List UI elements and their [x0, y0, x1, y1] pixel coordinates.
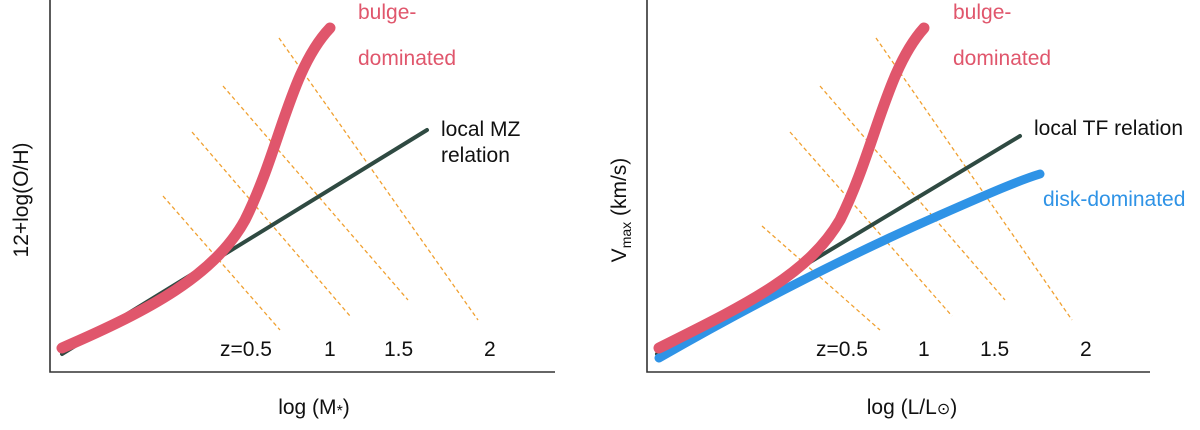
left-z-label-2: 2 [484, 338, 496, 361]
right-panel: bulge- dominated local TF relation disk-… [608, 0, 1185, 419]
left-ztrack-2 [278, 37, 479, 321]
right-disk-label: disk-dominated [1043, 188, 1185, 211]
right-ztrack-1.5 [819, 85, 1006, 301]
left-y-axis-label: 12+log(O/H) [10, 143, 33, 258]
right-bulge-label-2: dominated [953, 47, 1051, 70]
right-disk-curve [654, 169, 1045, 363]
left-panel: bulge- dominated local MZ relation z=0.5… [10, 0, 555, 420]
right-axes [646, 0, 1150, 373]
right-z-label-1: 1 [918, 338, 930, 361]
left-bulge-curve [56, 22, 336, 354]
left-local-label-2: relation [441, 144, 510, 167]
right-bulge-curve [653, 22, 930, 354]
left-z-label-1: 1 [324, 338, 336, 361]
right-local-label: local TF relation [1034, 117, 1183, 140]
right-y-axis-label: Vmax (km/s) [608, 158, 634, 263]
left-axes [49, 0, 555, 373]
right-z-label-0.5: z=0.5 [816, 338, 868, 361]
left-bulge-label-1: bulge- [358, 1, 416, 24]
left-bulge-label-2: dominated [358, 47, 456, 70]
left-ztrack-1.5 [222, 85, 409, 301]
right-ztrack-2 [875, 37, 1073, 321]
right-z-label-2: 2 [1080, 338, 1092, 361]
left-local-label-1: local MZ [441, 118, 521, 141]
left-ztrack-0.5 [162, 195, 281, 331]
right-ztrack-0.5 [761, 225, 881, 331]
right-bulge-label-1: bulge- [953, 1, 1011, 24]
left-z-label-0.5: z=0.5 [220, 338, 272, 361]
right-z-label-1.5: 1.5 [980, 338, 1009, 361]
left-z-label-1.5: 1.5 [384, 338, 413, 361]
left-x-axis-label: log (M*) [278, 396, 350, 420]
right-x-axis-label: log (L/L⊙) [867, 396, 957, 419]
